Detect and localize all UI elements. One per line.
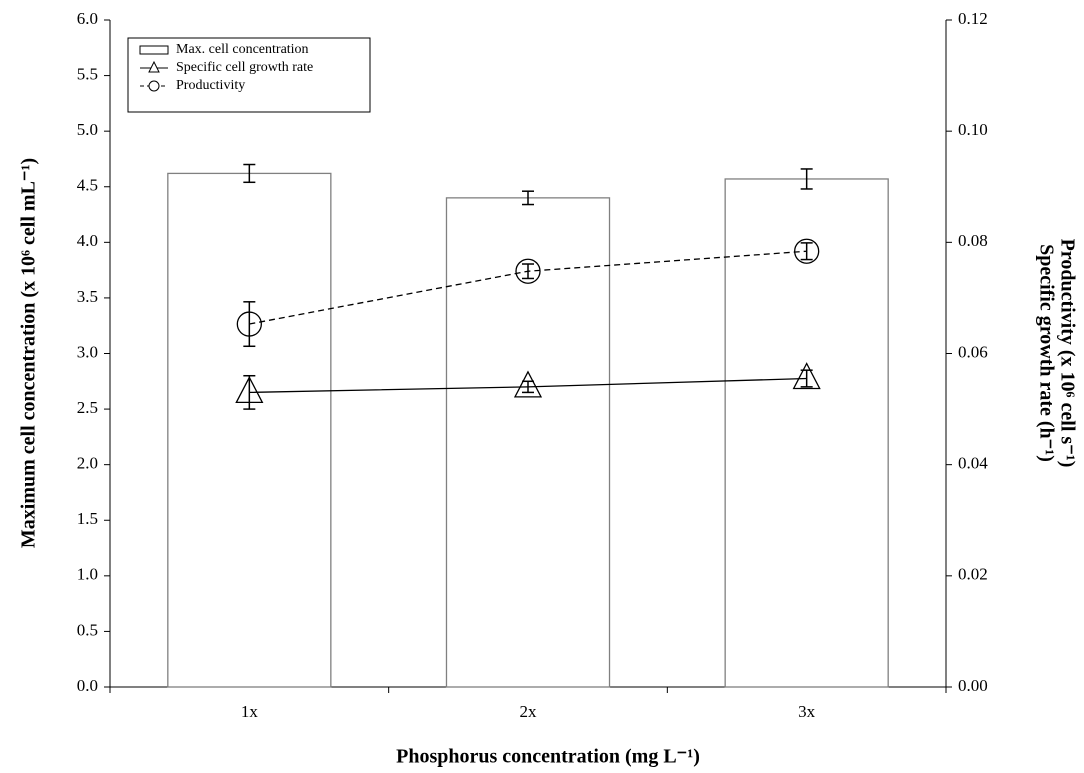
y2-axis-title: Productivity (x 10⁶ cell s⁻¹): [1056, 239, 1078, 468]
legend-label: Max. cell concentration: [176, 42, 309, 57]
legend-label: Productivity: [176, 78, 245, 93]
y2-tick-label: 0.12: [958, 9, 988, 28]
legend-label: Specific cell growth rate: [176, 60, 313, 75]
y-tick-label: 3.5: [77, 287, 98, 306]
y-tick-label: 2.0: [77, 454, 98, 473]
x-axis-title: Phosphorus concentration (mg L⁻¹): [396, 746, 700, 768]
y2-tick-label: 0.00: [958, 676, 988, 695]
y-tick-label: 4.5: [77, 176, 98, 195]
x-tick-label: 1x: [241, 702, 259, 721]
y-tick-label: 2.5: [77, 398, 98, 417]
y-tick-label: 6.0: [77, 9, 98, 28]
y-tick-label: 5.5: [77, 64, 98, 83]
legend-swatch: [140, 46, 168, 54]
y-tick-label: 0.0: [77, 676, 98, 695]
y2-tick-label: 0.02: [958, 565, 988, 584]
legend-marker: [149, 81, 159, 91]
x-tick-label: 2x: [520, 702, 538, 721]
bar: [168, 173, 331, 687]
y-tick-label: 3.0: [77, 342, 98, 361]
y-tick-label: 5.0: [77, 120, 98, 139]
y-tick-label: 0.5: [77, 620, 98, 639]
y2-tick-label: 0.04: [958, 454, 988, 473]
y-tick-label: 4.0: [77, 231, 98, 250]
y2-axis-title: Specific growth rate (h⁻¹): [1035, 244, 1057, 462]
chart: Phosphorus concentration (mg L⁻¹) Maximu…: [0, 0, 1084, 773]
x-tick-label: 3x: [798, 702, 816, 721]
y-tick-label: 1.0: [77, 565, 98, 584]
y-axis-title: Maximum cell concentration (x 10⁶ cell m…: [18, 158, 40, 548]
y2-tick-label: 0.06: [958, 342, 988, 361]
y2-tick-label: 0.10: [958, 120, 988, 139]
y2-tick-label: 0.08: [958, 231, 988, 250]
y-tick-label: 1.5: [77, 509, 98, 528]
